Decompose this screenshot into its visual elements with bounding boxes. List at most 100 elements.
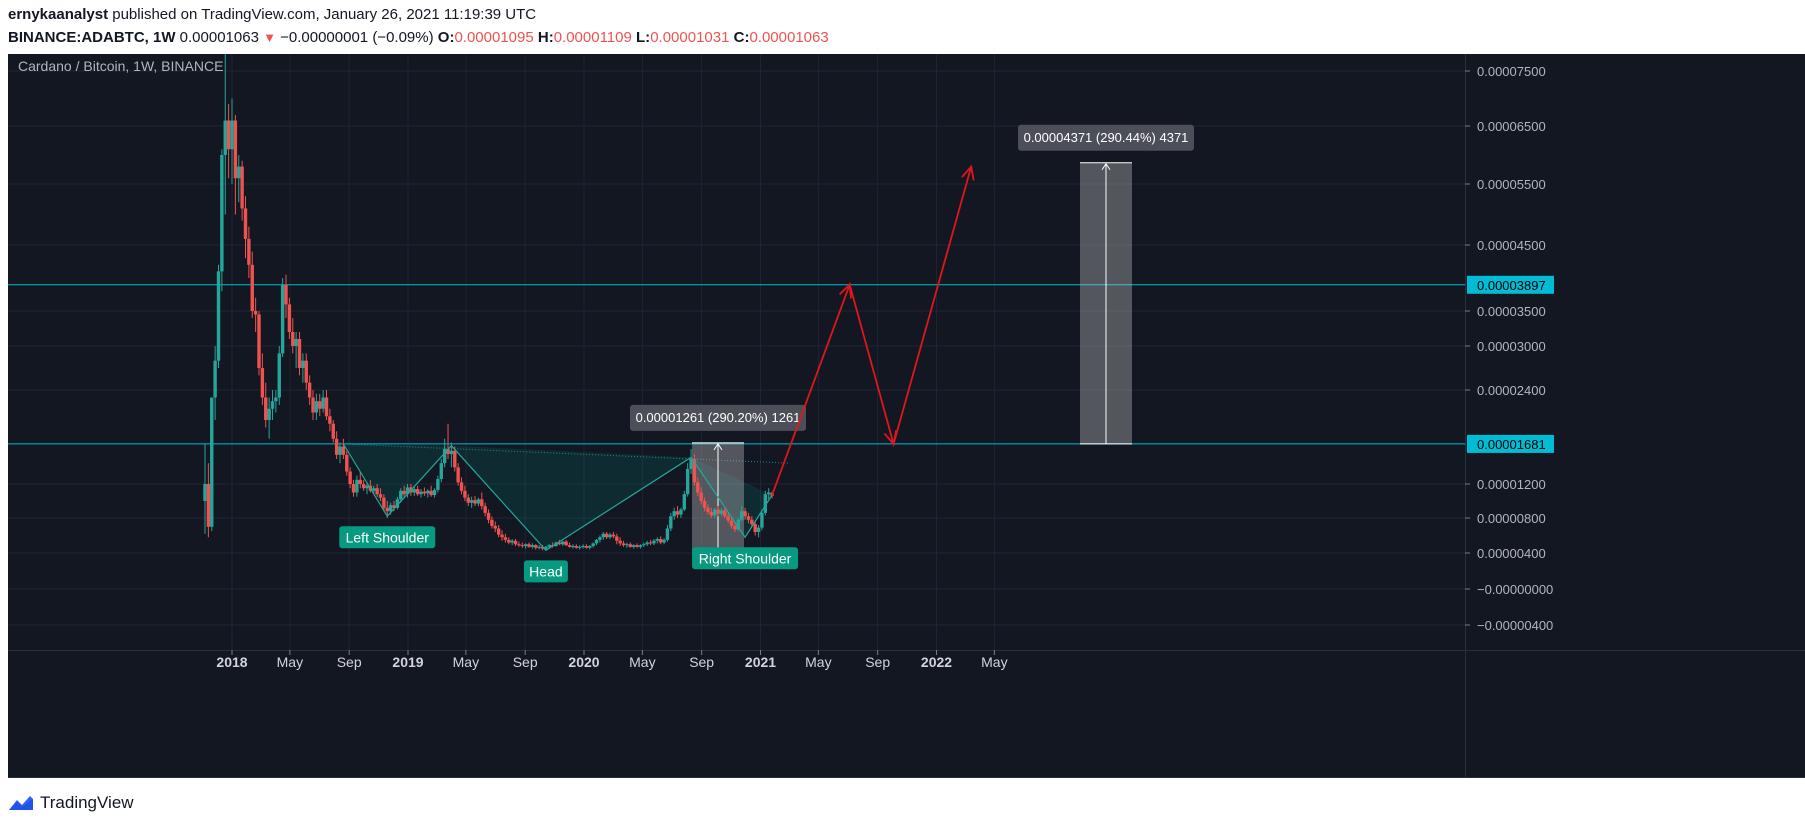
candle-body (301, 360, 305, 368)
candle-body (716, 509, 720, 514)
candle (490, 516, 494, 529)
candle (220, 149, 224, 292)
candle-body (513, 540, 518, 545)
candle-body (692, 459, 697, 483)
candle (760, 509, 764, 531)
measurements[interactable]: 0.00001261 (290.20%) 1261 0.00004371 (290… (630, 124, 1194, 551)
candle-body (257, 314, 261, 368)
candle (311, 390, 315, 420)
candle (240, 160, 244, 221)
candle-body (280, 284, 285, 354)
candle-body (419, 491, 423, 495)
candle-body (601, 533, 605, 538)
candle-body (311, 397, 315, 413)
candle (557, 539, 562, 546)
pattern-line[interactable] (342, 443, 773, 552)
candle (331, 420, 335, 443)
high-label: H: (537, 29, 554, 46)
candle-body (696, 482, 700, 493)
y-tick-label: 0.00003000 (1477, 339, 1546, 354)
candle (429, 485, 433, 497)
candle-body (577, 546, 582, 548)
candle-body (534, 545, 538, 548)
y-tick-label: 0.00000400 (1477, 546, 1546, 561)
candle-body (402, 490, 406, 495)
candle (351, 479, 356, 497)
candle-body (388, 505, 393, 512)
low-label: L: (636, 29, 651, 46)
candle-body (415, 489, 420, 495)
candle (247, 226, 251, 278)
candle (213, 346, 217, 420)
pattern-label-box (692, 547, 799, 570)
pattern-label-1[interactable]: Left Shoulder (339, 526, 436, 549)
price-chart[interactable]: 0.00001261 (290.20%) 1261 0.00004371 (290… (8, 54, 1805, 778)
candle (439, 459, 443, 483)
candle-body (334, 438, 339, 455)
candle-body (547, 545, 551, 547)
candle (537, 545, 541, 550)
candle (307, 375, 312, 405)
candle (206, 463, 211, 538)
x-tick-label: Sep (337, 654, 362, 670)
candle-body (706, 507, 710, 513)
candle (422, 487, 427, 496)
candle-body (456, 467, 460, 483)
close-label: C: (733, 29, 750, 46)
candle (682, 490, 687, 512)
pattern-label-2[interactable]: Head (523, 560, 568, 583)
candle-body (395, 499, 400, 508)
candle (756, 525, 761, 538)
candle-body (253, 311, 258, 315)
candle-body (338, 446, 342, 455)
candle (355, 475, 359, 497)
y-tick-label: 0.00000800 (1477, 511, 1546, 526)
candle-body (473, 500, 477, 504)
candle (523, 543, 528, 549)
author-name[interactable]: ernykaanalyst (8, 6, 109, 23)
candle-body (635, 545, 639, 547)
candle (662, 538, 666, 545)
tradingview-footer[interactable]: TradingView (8, 788, 134, 818)
x-tick-label: May (805, 654, 831, 670)
projection-arrow[interactable] (771, 164, 975, 496)
candle-body (449, 450, 454, 454)
candle-body (210, 397, 214, 527)
candle-body (324, 397, 329, 417)
candle (378, 488, 383, 501)
candle (483, 502, 487, 517)
candle-body (679, 509, 683, 515)
candle-body (375, 488, 379, 495)
high-value: 0.00001109 (553, 29, 632, 46)
head-shoulders-pattern[interactable]: Left Shoulder Head Right Shoulder (339, 443, 799, 583)
candle-body (739, 511, 744, 520)
candle (753, 521, 757, 536)
candle (210, 397, 214, 532)
candle-body (669, 516, 673, 529)
pattern-label-text: Left Shoulder (346, 529, 430, 545)
chart-panel[interactable]: 0.00001261 (290.20%) 1261 0.00004371 (290… (8, 54, 1805, 778)
candle (463, 485, 467, 501)
candle-body (243, 208, 248, 239)
pattern-label-3[interactable]: Right Shoulder (692, 547, 799, 570)
tradingview-logo-icon (9, 796, 33, 810)
measure-label: 0.00004371 (290.44%) 4371 (1024, 130, 1189, 145)
candle-body (591, 543, 595, 546)
candle-body (213, 360, 217, 398)
candle (496, 525, 501, 538)
candle-body (540, 546, 545, 549)
candle-body (658, 539, 663, 543)
candle-body (466, 497, 470, 503)
candle (696, 477, 700, 496)
candle (480, 492, 484, 510)
pattern-label-box (339, 526, 436, 549)
x-tick-label: 2020 (568, 654, 599, 670)
candle (476, 497, 481, 507)
candle (223, 54, 227, 215)
candle (436, 475, 440, 493)
candle-body (226, 120, 231, 150)
candle (358, 471, 362, 489)
candle-body (712, 509, 717, 516)
projection-path[interactable] (771, 166, 973, 496)
candle-body (453, 450, 457, 468)
